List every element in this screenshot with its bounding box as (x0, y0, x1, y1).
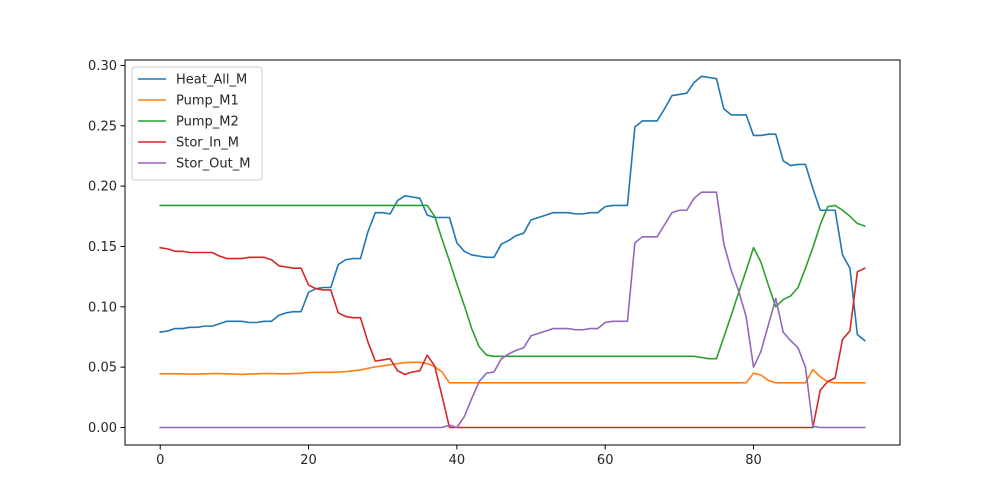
x-tick-label: 0 (156, 453, 164, 468)
x-tick-label: 80 (745, 453, 762, 468)
legend-label: Pump_M1 (176, 94, 239, 109)
y-tick-label: 0.20 (88, 180, 117, 195)
axes-frame (124, 59, 901, 446)
x-axis: 0 20 40 60 80 (156, 445, 762, 468)
legend: Heat_All_M Pump_M1 Pump_M2 Stor_In_M Stor_Ou… (131, 66, 263, 181)
series-line-pump-m2 (159, 204, 866, 360)
y-tick-label: 0.00 (88, 421, 117, 436)
series-line-stor-out-m (159, 191, 866, 429)
x-tick-label: 20 (300, 453, 317, 468)
y-tick-label: 0.25 (88, 119, 117, 134)
legend-label: Pump_M2 (176, 115, 239, 130)
y-tick-label: 0.05 (88, 361, 117, 376)
legend-box (131, 66, 263, 181)
x-tick-label: 40 (449, 453, 466, 468)
x-tick-label: 60 (597, 453, 614, 468)
legend-label: Heat_All_M (176, 73, 247, 88)
series-line-heat-all-m (159, 75, 866, 342)
y-axis: 0.00 0.05 0.10 0.15 0.20 0.25 0.30 (88, 59, 125, 436)
series-line-pump-m1 (159, 361, 866, 384)
legend-label: Stor_In_M (176, 136, 239, 151)
y-tick-label: 0.30 (88, 59, 117, 74)
series-line-stor-in-m (159, 246, 866, 429)
y-tick-label: 0.15 (88, 240, 117, 255)
legend-label: Stor_Out_M (176, 157, 250, 172)
y-tick-label: 0.10 (88, 300, 117, 315)
series-layer (159, 75, 866, 429)
